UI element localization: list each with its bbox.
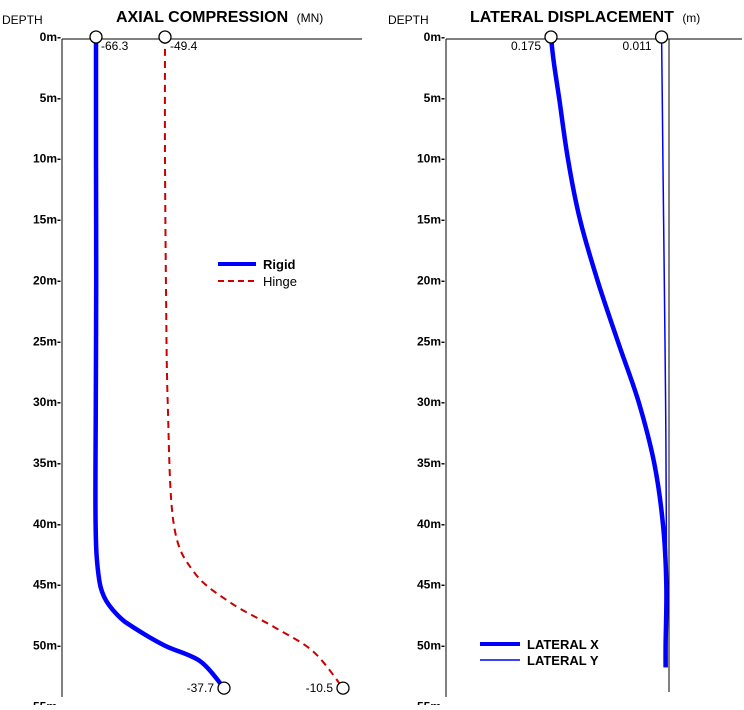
axial-title: AXIAL COMPRESSION (MN) [116, 9, 323, 26]
axial-title-unit: (MN) [297, 11, 324, 25]
axial-bottom-value-label: -10.5 [306, 681, 334, 695]
lateral-depth-label: DEPTH [388, 13, 429, 27]
axial-y-tick-label: 5m- [40, 91, 61, 105]
lateral-top-marker [654, 30, 669, 44]
axial-y-tick-label: 25m- [33, 334, 61, 348]
axial-y-tick-label: 40m- [33, 517, 61, 531]
axial-y-tick-label: 30m- [33, 395, 61, 409]
axial-y-tick-label: 0m- [40, 30, 61, 44]
axial-y-tick-label: 45m- [33, 578, 61, 592]
axial-top-marker [89, 30, 103, 44]
legend-lateral-x-label: LATERAL X [527, 637, 599, 652]
legend-lateral-y-label: LATERAL Y [527, 653, 599, 668]
lateral-series-lines [548, 36, 669, 668]
lateral-top-marker [544, 30, 558, 44]
lateral-y-tick-label: 0m- [424, 30, 445, 44]
axial-top-marker [158, 30, 172, 44]
axial-compression-panel: DEPTH AXIAL COMPRESSION (MN) 0m- 5m- 10m- 1… [2, 9, 362, 710]
lateral-title-unit: (m) [682, 11, 700, 25]
axial-title-text: AXIAL COMPRESSION [116, 9, 288, 26]
axial-series-line-hinge [163, 36, 344, 689]
lateral-y-ticks: 0m- 5m- 10m- 15m- 20m- 25m- 30m- 35m- 40m- 45m- 50… [417, 30, 445, 710]
legend-hinge-label: Hinge [263, 274, 297, 289]
axial-end-markers: -66.3 -37.7 -49.4 -10.5 [89, 30, 350, 695]
axial-depth-label: DEPTH [2, 13, 43, 27]
lateral-y-tick-label: 35m- [417, 456, 445, 470]
lateral-top-value-label: 0.011 [622, 39, 651, 53]
axial-y-tick-label: 55m- [33, 699, 61, 705]
axial-bottom-value-label: -37.7 [187, 681, 215, 695]
lateral-title-text: LATERAL DISPLACEMENT [470, 9, 674, 26]
axial-legend: Rigid Hinge [218, 257, 297, 289]
axial-y-tick-label: 20m- [33, 273, 61, 287]
axial-series-lines [93, 36, 344, 690]
lateral-y-tick-label: 55m- [417, 699, 445, 705]
axial-bottom-marker [217, 681, 231, 695]
axial-top-value-label: -49.4 [170, 39, 198, 53]
lateral-y-tick-label: 45m- [417, 578, 445, 592]
lateral-legend: LATERAL X LATERAL Y [480, 637, 599, 668]
axial-y-tick-label: 35m- [33, 456, 61, 470]
lateral-y-tick-label: 5m- [424, 91, 445, 105]
lateral-y-tick-label: 10m- [417, 152, 445, 166]
axial-top-value-label: -66.3 [101, 39, 129, 53]
lateral-y-tick-label: 15m- [417, 213, 445, 227]
axial-series-line-rigid [93, 36, 226, 690]
lateral-displacement-panel: DEPTH LATERAL DISPLACEMENT (m) 0m- 5m- 10m… [388, 9, 742, 710]
axial-y-tick-label: 10m- [33, 152, 61, 166]
lateral-top-value-label: 0.175 [511, 39, 541, 53]
lateral-title: LATERAL DISPLACEMENT (m) [470, 9, 700, 26]
axial-bottom-marker [336, 681, 350, 695]
lateral-y-tick-label: 20m- [417, 273, 445, 287]
lateral-y-tick-label: 40m- [417, 517, 445, 531]
lateral-y-tick-label: 30m- [417, 395, 445, 409]
lateral-y-tick-label: 50m- [417, 639, 445, 653]
lateral-y-tick-label: 25m- [417, 334, 445, 348]
lateral-end-markers: 0.175 0.011 [511, 30, 669, 53]
axial-y-ticks: 0m- 5m- 10m- 15m- 20m- 25m- 30m- 35m- 40m- 45m- 50… [33, 30, 61, 710]
legend-rigid-label: Rigid [263, 257, 296, 272]
axial-y-tick-label: 15m- [33, 213, 61, 227]
lateral-series-line-lateral-y [660, 36, 668, 668]
axial-y-tick-label: 50m- [33, 639, 61, 653]
lateral-series-line-lateral-x [548, 36, 669, 668]
